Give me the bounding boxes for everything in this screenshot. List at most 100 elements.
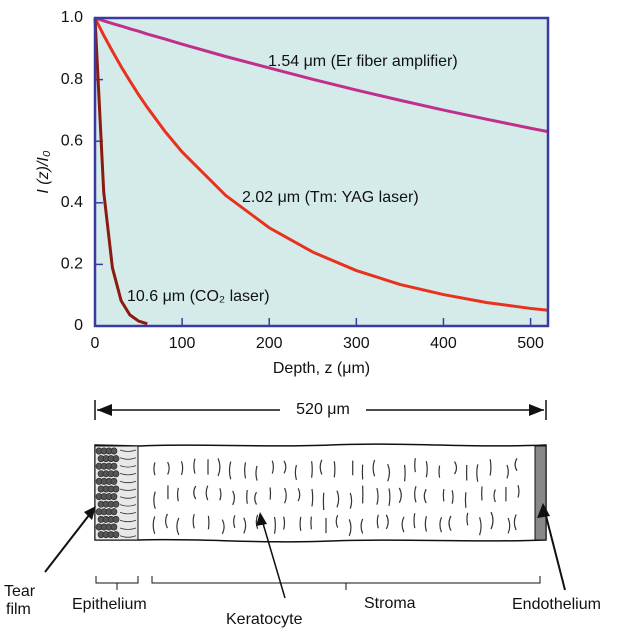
keratocyte [360, 518, 364, 534]
keratocyte [333, 461, 336, 478]
keratocyte [153, 462, 156, 476]
keratocyte [403, 464, 406, 482]
cell-wall [119, 519, 137, 523]
keratocyte [476, 464, 479, 482]
keratocyte [294, 464, 298, 481]
keratocyte [271, 460, 274, 474]
x-tick-label: 300 [343, 335, 370, 352]
epithelial-cell [110, 462, 118, 470]
keratocyte [152, 516, 156, 535]
x-axis-title: Depth, z (μm) [273, 360, 370, 377]
epithelial-cell [112, 531, 120, 539]
brace [151, 576, 541, 590]
epithelial-cell [112, 455, 120, 463]
keratocyte [424, 516, 428, 532]
cells [95, 447, 137, 539]
keratocyte [414, 486, 417, 503]
series-label: 1.54 μm (Er fiber amplifier) [268, 53, 458, 70]
cell-wall [119, 449, 137, 452]
epithelium-label: Epithelium [72, 596, 147, 613]
cell-wall [119, 480, 137, 484]
keratocyte [413, 513, 416, 529]
keratocyte [448, 515, 452, 531]
keratocyte [489, 459, 492, 476]
series-label: 10.6 μm (CO₂ laser) [127, 288, 270, 305]
keratocyte [376, 487, 379, 505]
epithelial-cell [112, 485, 120, 493]
cell-wall [119, 465, 137, 468]
keratocyte [493, 489, 496, 503]
keratocyte [193, 458, 196, 474]
keratocyte [254, 491, 257, 505]
keratocyte [180, 461, 184, 476]
keratocyte [348, 519, 352, 537]
keratocyte [244, 462, 247, 479]
epithelial-cell [110, 508, 118, 516]
y-tick-label: 1.0 [61, 9, 83, 26]
keratocyte [479, 517, 482, 536]
keratocyte [153, 491, 156, 509]
keratocyte [221, 519, 225, 535]
keratocyte [311, 461, 313, 478]
keratocytes [152, 457, 520, 537]
cell-wall [119, 512, 137, 515]
cell-wall [119, 504, 137, 507]
y-axis-title: I (z)/I₀ [35, 150, 52, 193]
keratocyte [376, 514, 379, 529]
arrowhead [97, 404, 112, 416]
keratocyte [425, 461, 428, 478]
keratocyte [255, 514, 259, 529]
arrowhead [537, 503, 550, 518]
keratocyte [438, 465, 441, 478]
epithelial-cell [110, 523, 118, 531]
cell-wall [119, 496, 137, 499]
keratocyte [401, 516, 405, 533]
x-tick-label: 400 [430, 335, 457, 352]
keratocyte [283, 460, 287, 474]
keratocyte [246, 490, 248, 504]
epithelial-cell [110, 493, 118, 501]
keratocyte [423, 488, 427, 504]
cornea-diagram: 520 μm Tear film Epithelium Keratocyte S… [4, 400, 601, 628]
plot-frame [93, 16, 550, 328]
keratocyte [335, 514, 339, 528]
keratocyte [466, 512, 469, 526]
keratocyte-label: Keratocyte [226, 611, 303, 628]
arrowhead [256, 512, 267, 526]
keratocyte [243, 517, 247, 534]
series-line [93, 17, 148, 326]
cell-wall [119, 488, 137, 491]
keratocyte [164, 513, 168, 529]
pointer [261, 519, 286, 599]
chart: 0 0.2 0.4 0.6 0.8 1.0 0 100 200 300 400 500 Depth, z… [35, 9, 550, 377]
x-tick-label: 100 [169, 335, 196, 352]
keratocyte [451, 490, 454, 504]
keratocyte [349, 492, 353, 509]
cornea [94, 443, 547, 543]
x-tick-label: 200 [256, 335, 283, 352]
keratocyte [167, 461, 170, 475]
y-tick-label: 0 [74, 317, 83, 334]
label-bg [280, 400, 366, 420]
cell-wall [119, 473, 137, 476]
stroma-label: Stroma [364, 595, 416, 612]
y-tick-label: 0.4 [61, 194, 83, 211]
keratocyte [514, 457, 518, 472]
keratocyte [506, 464, 509, 479]
endothelium-label: Endothelium [512, 596, 601, 613]
keratocyte [207, 515, 210, 530]
keratocyte [283, 516, 286, 530]
pointer [544, 511, 566, 591]
keratocyte [336, 490, 340, 508]
series-line [94, 16, 549, 134]
keratocyte [513, 514, 517, 531]
keratocyte [273, 516, 276, 534]
keratocyte [297, 488, 301, 502]
keratocyte [192, 514, 195, 529]
tear-label: Tear [4, 583, 36, 600]
tear-label: film [6, 601, 31, 618]
thickness-label: 520 μm [296, 401, 350, 418]
keratocyte [319, 459, 323, 475]
keratocyte [398, 487, 402, 504]
epithelial-cell [112, 515, 120, 523]
